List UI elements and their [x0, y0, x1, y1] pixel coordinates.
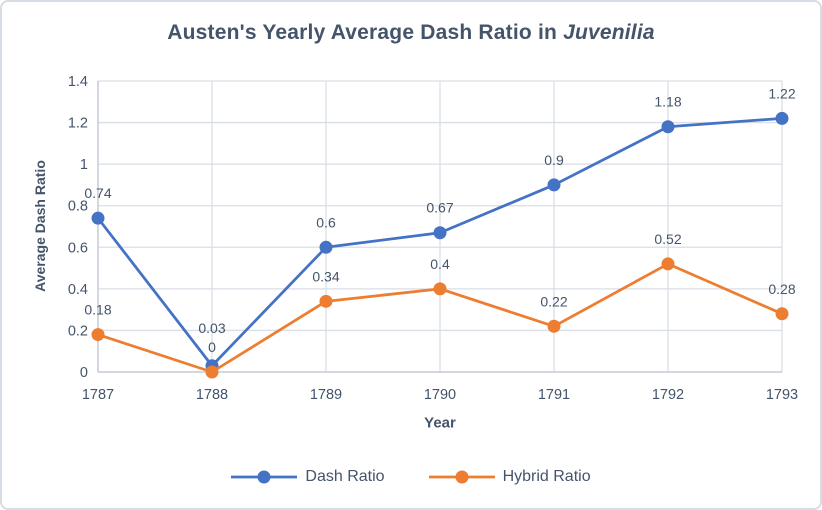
data-point-hybrid-ratio-1790[interactable] [433, 282, 447, 296]
data-label-dash-ratio-1788: 0.03 [198, 320, 225, 336]
data-label-dash-ratio-1789: 0.6 [316, 214, 336, 230]
data-point-hybrid-ratio-1792[interactable] [661, 257, 675, 271]
data-point-dash-ratio-1793[interactable] [775, 111, 789, 125]
data-label-hybrid-ratio-1787: 0.18 [84, 302, 111, 318]
x-tick-label: 1793 [766, 387, 798, 403]
legend: Dash Ratio Hybrid Ratio [2, 468, 820, 486]
data-label-dash-ratio-1793: 1.22 [768, 85, 795, 101]
x-tick-label: 1790 [424, 387, 456, 403]
data-label-dash-ratio-1790: 0.67 [426, 200, 453, 216]
x-tick-label: 1787 [82, 387, 114, 403]
data-label-hybrid-ratio-1790: 0.4 [430, 256, 450, 272]
data-label-hybrid-ratio-1793: 0.28 [768, 281, 795, 297]
x-tick-label: 1789 [310, 387, 342, 403]
data-label-hybrid-ratio-1791: 0.22 [540, 293, 567, 309]
data-label-dash-ratio-1792: 1.18 [654, 94, 681, 110]
legend-item-hybrid-ratio[interactable]: Hybrid Ratio [428, 468, 591, 486]
x-tick-label: 1788 [196, 387, 228, 403]
y-tick-label: 0.8 [68, 199, 88, 215]
x-tick-label: 1791 [538, 387, 570, 403]
data-point-dash-ratio-1790[interactable] [433, 226, 447, 240]
data-point-dash-ratio-1791[interactable] [547, 178, 561, 192]
y-tick-label: 1 [80, 157, 88, 173]
y-tick-label: 1.2 [68, 116, 88, 132]
y-tick-label: 0.4 [68, 282, 88, 298]
chart-title-text: Austen's Yearly Average Dash Ratio in [167, 21, 564, 44]
data-label-dash-ratio-1787: 0.74 [84, 185, 111, 201]
data-point-hybrid-ratio-1793[interactable] [775, 307, 789, 321]
x-axis-title: Year [424, 414, 456, 432]
legend-label: Dash Ratio [305, 468, 385, 485]
data-label-hybrid-ratio-1789: 0.34 [312, 268, 339, 284]
data-point-hybrid-ratio-1787[interactable] [91, 328, 105, 342]
legend-item-dash-ratio[interactable]: Dash Ratio [231, 468, 385, 486]
data-point-hybrid-ratio-1791[interactable] [547, 319, 561, 333]
data-point-dash-ratio-1792[interactable] [661, 120, 675, 134]
legend-marker-icon [428, 470, 495, 484]
data-point-hybrid-ratio-1788[interactable] [205, 365, 219, 379]
data-point-hybrid-ratio-1789[interactable] [319, 294, 333, 308]
data-label-hybrid-ratio-1792: 0.52 [654, 231, 681, 247]
y-tick-label: 0.6 [68, 240, 88, 256]
data-point-dash-ratio-1789[interactable] [319, 240, 333, 254]
data-label-dash-ratio-1791: 0.9 [544, 152, 564, 168]
chart-title: Austen's Yearly Average Dash Ratio in Ju… [2, 21, 820, 45]
legend-marker-icon [231, 470, 298, 484]
x-tick-label: 1792 [652, 387, 684, 403]
legend-label: Hybrid Ratio [502, 468, 591, 485]
y-tick-label: 1.4 [68, 74, 88, 90]
y-tick-label: 0.2 [68, 323, 88, 339]
data-point-dash-ratio-1787[interactable] [91, 211, 105, 225]
data-label-hybrid-ratio-1788: 0 [208, 339, 216, 355]
chart-title-italic-text: Juvenilia [563, 21, 655, 44]
y-tick-label: 0 [80, 365, 88, 381]
